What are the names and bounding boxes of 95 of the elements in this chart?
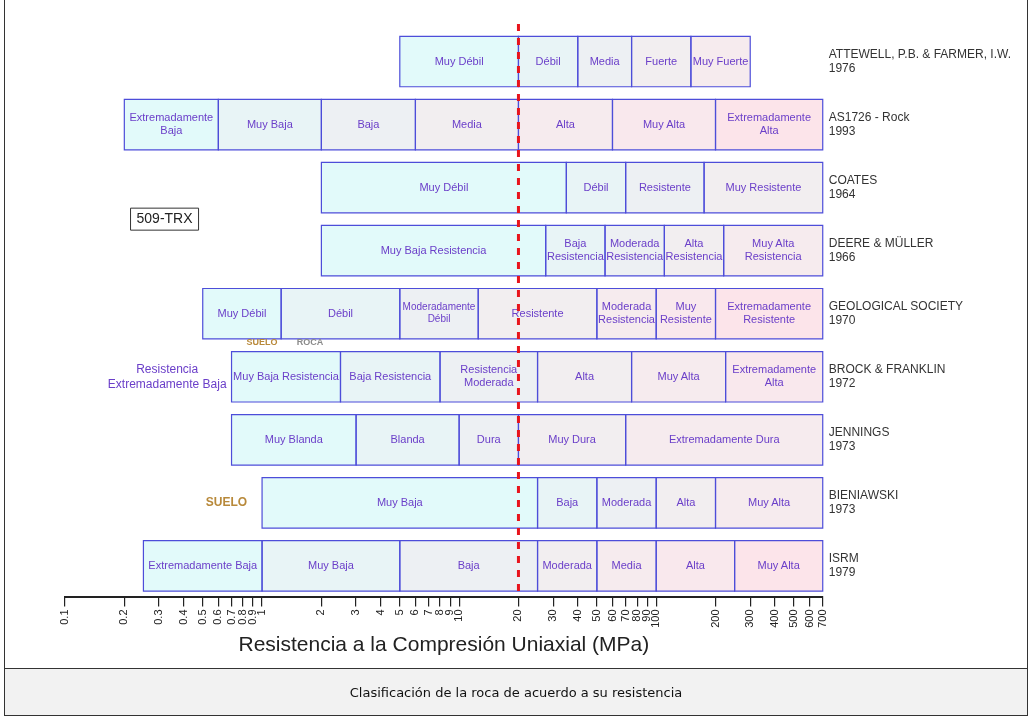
data-label: Muy Alta xyxy=(757,558,801,571)
x-tick-label: 80 xyxy=(630,609,643,622)
data-label: Moderada Resistencia xyxy=(606,237,664,263)
x-axis-title: Resistencia a la Compresión Uniaxial (MPa) xyxy=(238,632,650,656)
data-label: Muy Baja Resistencia xyxy=(380,243,488,256)
data-label: Baja Resistencia xyxy=(349,369,433,382)
data-label: Muy Débil xyxy=(434,54,484,67)
y-tick-label: ISRM 1979 xyxy=(828,551,859,580)
y-tick-label: BROCK & FRANKLIN 1972 xyxy=(828,361,946,391)
y-tick-label: BIENIAWSKI 1973 xyxy=(828,487,899,517)
data-label: Resistencia Moderada xyxy=(460,363,519,389)
x-tick-label: 60 xyxy=(605,609,618,622)
data-label: Alta xyxy=(555,117,576,130)
x-tick-label: 30 xyxy=(546,609,559,622)
x-tick-label: 500 xyxy=(786,609,799,628)
text: Clasificación de la roca de acuerdo a su resistencia xyxy=(5,668,1027,715)
data-label: Débil xyxy=(535,54,561,67)
data-label: Muy Alta xyxy=(642,117,686,130)
data-label: Muy Débil xyxy=(419,180,469,193)
y-tick-label: JENNINGS 1973 xyxy=(828,424,890,454)
x-tick-label: 8 xyxy=(433,609,446,616)
x-tick-label: 20 xyxy=(511,609,524,622)
data-label: Resistente xyxy=(638,180,691,193)
data-label: Débil xyxy=(327,306,354,319)
data-label: Muy Baja xyxy=(246,117,294,130)
x-tick-label: 0.8 xyxy=(236,609,248,625)
x-tick-label: 70 xyxy=(618,609,631,622)
data-label: Media xyxy=(589,54,621,67)
data-label: Muy Baja Resistencia xyxy=(233,369,340,382)
data-label: Débil xyxy=(583,180,609,193)
data-label: Alta xyxy=(575,369,595,382)
x-tick-label: 0.3 xyxy=(152,609,165,625)
x-tick-label: 6 xyxy=(408,609,421,616)
x-tick-label: 3 xyxy=(349,609,362,616)
y-tick-label: COATES 1964 xyxy=(828,172,878,202)
data-label: Muy Blanda xyxy=(264,432,324,445)
y-tick-label: AS1726 - Rock 1993 xyxy=(828,109,911,139)
data-label: Fuerte xyxy=(645,54,678,67)
data-label: Muy Alta Resistencia xyxy=(744,237,803,263)
data-label: Baja xyxy=(357,117,381,130)
data-label: Media xyxy=(611,558,643,571)
x-tick-label: 4 xyxy=(373,609,386,616)
data-label: Blanda xyxy=(390,432,426,445)
x-tick-label: 40 xyxy=(570,609,583,622)
data-label: Dura xyxy=(476,432,502,445)
x-tick-label: 0.1 xyxy=(58,609,71,625)
y-tick-label: ATTEWELL, P.B. & FARMER, I.W. 1976 xyxy=(828,46,1011,76)
annotation: SUELO xyxy=(246,337,278,348)
data-label: Extremadamente Dura xyxy=(668,432,781,445)
data-label: Moderada Resistencia xyxy=(598,300,656,326)
data-label: Muy Baja xyxy=(376,495,424,508)
x-tick-label: 0.4 xyxy=(176,609,189,625)
data-label: Extremadamente Alta xyxy=(727,111,812,137)
data-label: Baja xyxy=(457,558,481,571)
x-tick-label: 300 xyxy=(743,609,756,628)
x-tick-label: 2 xyxy=(314,609,327,616)
data-label: Moderada xyxy=(601,495,653,508)
x-tick-label: 0.7 xyxy=(224,609,237,625)
data-label: Muy Alta xyxy=(657,369,701,382)
data-label: Alta Resistencia xyxy=(665,237,724,263)
data-label: Muy Baja xyxy=(308,558,355,571)
data-label: Alta xyxy=(685,558,706,571)
annotation: Resistencia Extremadamente Baja xyxy=(107,361,227,391)
x-tick-label: 600 xyxy=(802,609,815,628)
data-label: Resistente xyxy=(511,306,564,319)
data-label: Baja xyxy=(556,495,580,508)
data-label: Muy Fuerte xyxy=(692,54,749,67)
x-tick-label: 400 xyxy=(767,609,780,628)
data-label: Extremadamente Resistente xyxy=(727,300,812,326)
data-label: Extremadamente Baja xyxy=(148,558,259,571)
x-tick-label: 0.5 xyxy=(195,609,208,625)
data-label: Muy Débil xyxy=(217,306,267,319)
x-tick-label: 7 xyxy=(421,609,434,616)
x-tick-label: 0.2 xyxy=(117,609,130,625)
data-label: Media xyxy=(451,117,483,130)
data-label: Extremadamente Baja xyxy=(129,111,214,137)
x-tick-label: 5 xyxy=(392,609,405,616)
x-tick-label: 700 xyxy=(815,609,828,628)
data-label: Muy Dura xyxy=(548,432,597,445)
annotation: ROCA xyxy=(296,337,324,348)
data-label: Moderadamente Débil xyxy=(402,301,476,325)
annotation: 509-TRX xyxy=(136,210,194,227)
data-label: Alta xyxy=(676,495,697,508)
y-tick-label: GEOLOGICAL SOCIETY 1970 xyxy=(828,298,963,328)
data-label: Muy Resistente xyxy=(725,180,802,193)
annotation: SUELO xyxy=(205,495,248,510)
x-tick-label: 0.6 xyxy=(211,609,224,625)
y-tick-label: DEERE & MÜLLER 1966 xyxy=(828,235,934,265)
x-tick-label: 200 xyxy=(708,609,721,628)
data-label: Muy Alta xyxy=(748,495,792,508)
x-tick-label: 50 xyxy=(589,609,602,622)
data-label: Moderada xyxy=(542,558,593,571)
data-label: Baja Resistencia xyxy=(546,237,605,263)
data-label: Muy Resistente xyxy=(659,300,712,326)
data-label: Extremadamente Alta xyxy=(732,363,817,389)
